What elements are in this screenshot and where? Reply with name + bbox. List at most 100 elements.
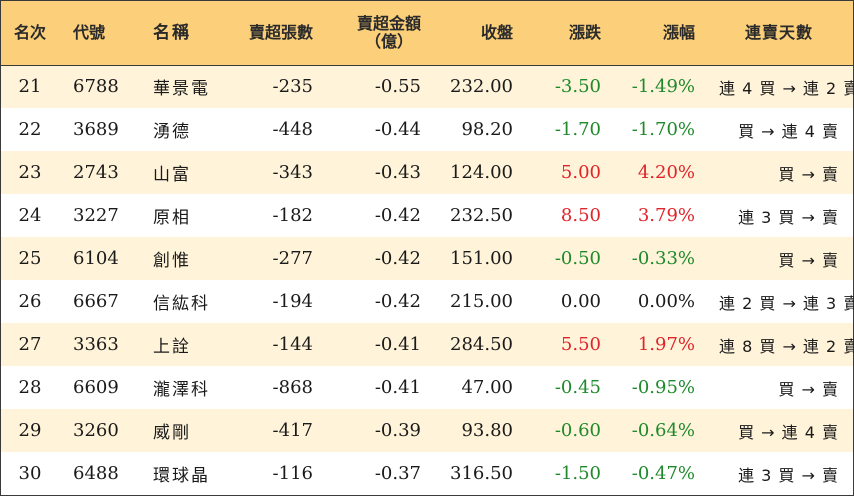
cell-streak: 連 3 買 → 賣 (738, 207, 839, 227)
cell-streak: 連 2 買 → 連 3 賣 (719, 293, 854, 313)
cell-streak: 連 8 買 → 連 2 賣 (719, 336, 854, 356)
cell-change: 5.00 (560, 162, 601, 183)
header-code[interactable]: 代號 (59, 1, 131, 66)
cell-rank: 26 (18, 291, 42, 312)
cell-streak: 買 → 賣 (778, 250, 839, 270)
cell-net-sell-shares: -868 (272, 377, 313, 398)
cell-code: 3689 (73, 119, 119, 140)
cell-change: 0.00 (560, 291, 601, 312)
table-row[interactable]: 22 3689 湧德 -448 -0.44 98.20 -1.70 -1.70% 買 → 連 4… (1, 108, 853, 151)
cell-net-sell-amount: -0.42 (374, 248, 421, 269)
cell-change-pct: -1.70% (631, 119, 695, 140)
cell-change: -1.70 (554, 119, 601, 140)
cell-rank: 21 (18, 76, 42, 98)
cell-net-sell-amount: -0.43 (374, 162, 421, 183)
cell-change: 5.50 (560, 334, 601, 355)
cell-net-sell-amount: -0.37 (374, 463, 421, 484)
cell-net-sell-amount: -0.41 (374, 334, 421, 355)
table-row[interactable]: 28 6609 瀧澤科 -868 -0.41 47.00 -0.45 -0.95% 買 → 賣 (1, 366, 853, 409)
cell-net-sell-shares: -235 (272, 76, 313, 98)
cell-change-pct: 4.20% (637, 162, 695, 183)
cell-close: 232.50 (450, 205, 513, 226)
header-net-sell-amount-line2: （億） (364, 31, 413, 51)
cell-code: 2743 (73, 162, 119, 183)
header-net-sell-amount-line1: 賣超金額 (356, 13, 421, 33)
cell-streak: 連 3 買 → 賣 (738, 465, 839, 485)
cell-change: -0.50 (554, 248, 601, 269)
table-row[interactable]: 29 3260 威剛 -417 -0.39 93.80 -0.60 -0.64% 買 → 連 4… (1, 409, 853, 452)
cell-rank: 23 (18, 162, 42, 183)
table-row[interactable]: 23 2743 山富 -343 -0.43 124.00 5.00 4.20% 買 → 賣 (1, 151, 853, 194)
cell-change-pct: 0.00% (637, 291, 695, 312)
cell-name: 信紘科 (153, 294, 210, 314)
table-row[interactable]: 24 3227 原相 -182 -0.42 232.50 8.50 3.79% 連 3 買 → … (1, 194, 853, 237)
table-row[interactable]: 25 6104 創惟 -277 -0.42 151.00 -0.50 -0.33% 買 → 賣 (1, 237, 853, 280)
cell-streak: 買 → 賣 (778, 379, 839, 399)
cell-name: 華景電 (153, 79, 210, 100)
cell-net-sell-shares: -417 (272, 420, 313, 441)
cell-close: 316.50 (450, 463, 513, 484)
cell-code: 6788 (73, 76, 119, 98)
table-row[interactable]: 21 6788 華景電 -235 -0.55 232.00 -3.50 -1.49% 連 4 買… (1, 65, 854, 108)
cell-rank: 30 (18, 463, 42, 484)
cell-close: 98.20 (461, 119, 513, 140)
cell-net-sell-amount: -0.55 (374, 76, 421, 98)
cell-streak: 買 → 連 4 賣 (738, 422, 839, 442)
cell-change: -3.50 (554, 76, 601, 98)
table-row[interactable]: 30 6488 環球晶 -116 -0.37 316.50 -1.50 -0.47% 連 3 買… (1, 452, 853, 495)
cell-code: 6667 (73, 291, 119, 312)
header-net-sell-shares[interactable]: 賣超張數 (229, 1, 327, 66)
cell-name: 原相 (153, 208, 191, 228)
cell-rank: 27 (18, 334, 42, 355)
cell-close: 93.80 (461, 420, 513, 441)
cell-change-pct: -0.33% (631, 248, 695, 269)
cell-name: 創惟 (153, 251, 191, 271)
header-name[interactable]: 名稱 (131, 1, 229, 66)
cell-rank: 29 (18, 420, 42, 441)
cell-close: 151.00 (450, 248, 513, 269)
cell-streak: 買 → 賣 (778, 164, 839, 184)
cell-close: 284.50 (450, 334, 513, 355)
cell-change-pct: -1.49% (631, 76, 695, 98)
header-close[interactable]: 收盤 (435, 1, 527, 66)
cell-net-sell-shares: -448 (272, 119, 313, 140)
cell-net-sell-shares: -144 (272, 334, 313, 355)
cell-close: 47.00 (461, 377, 513, 398)
table-row[interactable]: 26 6667 信紘科 -194 -0.42 215.00 0.00 0.00% 連 2 買 →… (1, 280, 854, 323)
cell-rank: 22 (18, 119, 42, 140)
cell-code: 6488 (73, 463, 119, 484)
cell-name: 威剛 (153, 423, 191, 443)
cell-change: 8.50 (560, 205, 601, 226)
cell-streak: 買 → 連 4 賣 (738, 121, 839, 141)
cell-net-sell-amount: -0.44 (374, 119, 421, 140)
cell-net-sell-amount: -0.41 (374, 377, 421, 398)
cell-change: -0.45 (554, 377, 601, 398)
header-net-sell-amount[interactable]: 賣超金額 （億） (327, 1, 435, 66)
cell-change-pct: -0.64% (631, 420, 695, 441)
cell-net-sell-shares: -277 (272, 248, 313, 269)
cell-code: 6104 (73, 248, 119, 269)
cell-net-sell-shares: -182 (272, 205, 313, 226)
cell-change-pct: -0.47% (631, 463, 695, 484)
cell-net-sell-amount: -0.39 (374, 420, 421, 441)
cell-name: 湧德 (153, 122, 191, 142)
cell-close: 215.00 (450, 291, 513, 312)
cell-rank: 24 (18, 205, 42, 226)
cell-close: 124.00 (450, 162, 513, 183)
cell-change: -0.60 (554, 420, 601, 441)
table-row[interactable]: 27 3363 上詮 -144 -0.41 284.50 5.50 1.97% 連 8 買 → … (1, 323, 854, 366)
cell-code: 3363 (73, 334, 119, 355)
cell-close: 232.00 (450, 76, 513, 98)
cell-name: 山富 (153, 165, 191, 185)
cell-change-pct: 3.79% (637, 205, 695, 226)
header-streak[interactable]: 連賣天數 (709, 1, 853, 66)
cell-name: 環球晶 (153, 466, 210, 486)
header-rank[interactable]: 名次 (1, 1, 59, 66)
header-change[interactable]: 漲跌 (527, 1, 615, 66)
cell-net-sell-shares: -194 (272, 291, 313, 312)
cell-name: 瀧澤科 (153, 380, 210, 400)
cell-net-sell-amount: -0.42 (374, 291, 421, 312)
cell-net-sell-amount: -0.42 (374, 205, 421, 226)
cell-rank: 25 (18, 248, 42, 269)
header-change-pct[interactable]: 漲幅 (615, 1, 709, 66)
